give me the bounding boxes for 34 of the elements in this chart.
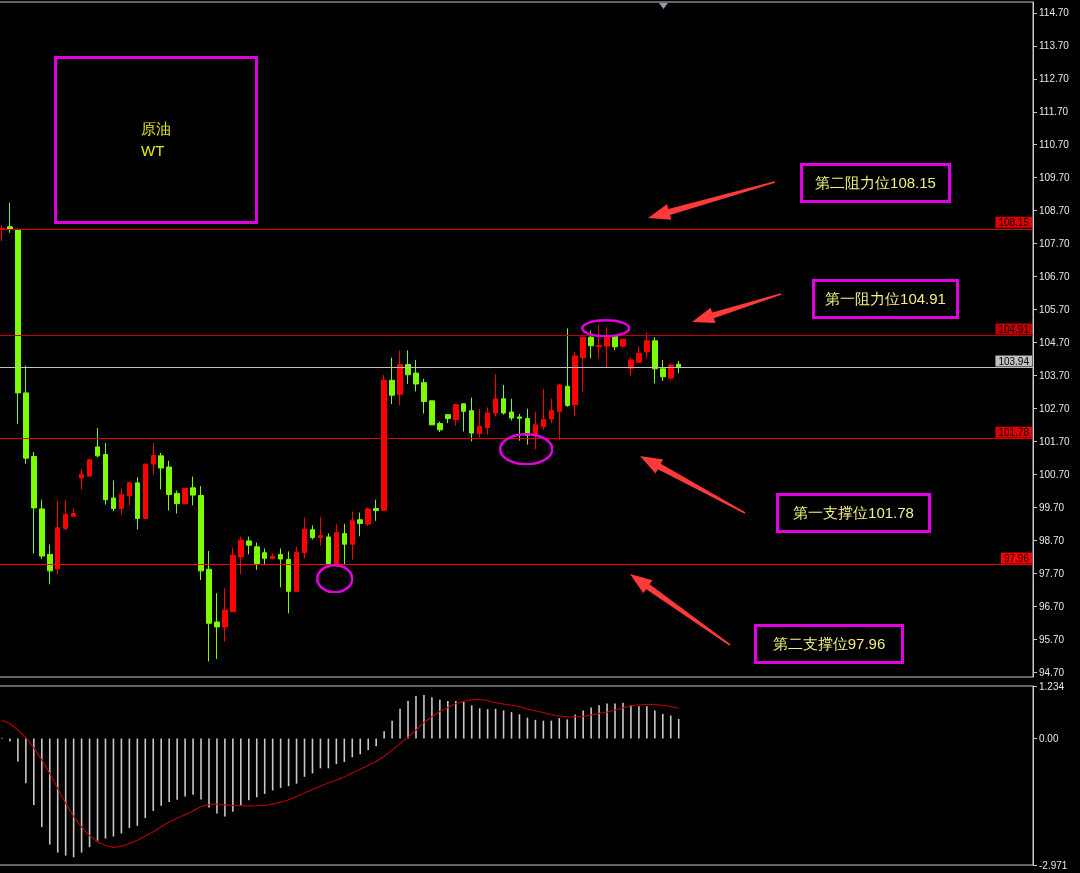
annotation: 第二支撑位97.96 — [772, 634, 886, 655]
y-tick-label: 97.70 — [1039, 567, 1065, 579]
text: 原油 WT — [141, 119, 171, 161]
y-tick-label: 101.70 — [1039, 435, 1071, 447]
y-tick-label: 110.70 — [1039, 139, 1070, 151]
ref-line-label: 108.15 — [998, 217, 1030, 229]
y-tick-label: 111.70 — [1039, 106, 1069, 118]
y-tick-label: 98.70 — [1039, 534, 1065, 546]
y-tick-label: 99.70 — [1039, 501, 1065, 513]
y-tick-label: 108.70 — [1039, 205, 1071, 217]
ref-line-label: 103.94 — [998, 356, 1030, 368]
y-tick-label: -2.971 — [1039, 859, 1068, 871]
annotation: 第一支撑位101.78 — [793, 503, 914, 524]
y-tick-label: 0.00 — [1039, 733, 1059, 745]
ref-line-label: 104.91 — [998, 324, 1030, 336]
y-tick-label: 112.70 — [1039, 73, 1070, 85]
y-tick-label: 102.70 — [1039, 402, 1071, 414]
y-tick-label: 94.70 — [1039, 666, 1065, 678]
y-tick-label: 106.70 — [1039, 271, 1071, 283]
y-tick-label: 114.70 — [1039, 7, 1070, 19]
y-tick-label: 100.70 — [1039, 468, 1071, 480]
y-tick-label: 107.70 — [1039, 238, 1071, 250]
ref-line-label: 97.96 — [1003, 553, 1030, 565]
y-tick-label: 104.70 — [1039, 336, 1071, 348]
y-tick-label: 103.70 — [1039, 369, 1071, 381]
y-tick-label: 95.70 — [1039, 633, 1065, 645]
annotation: 第一阻力位104.91 — [825, 289, 946, 310]
y-tick-label: 113.70 — [1039, 40, 1070, 52]
y-tick-label: 105.70 — [1039, 304, 1071, 316]
annotation: 第二阻力位108.15 — [815, 173, 936, 194]
ref-line-label: 101.78 — [998, 427, 1030, 439]
y-tick-label: 1.234 — [1039, 680, 1065, 692]
y-tick-label: 109.70 — [1039, 172, 1071, 184]
y-tick-label: 96.70 — [1039, 600, 1065, 612]
